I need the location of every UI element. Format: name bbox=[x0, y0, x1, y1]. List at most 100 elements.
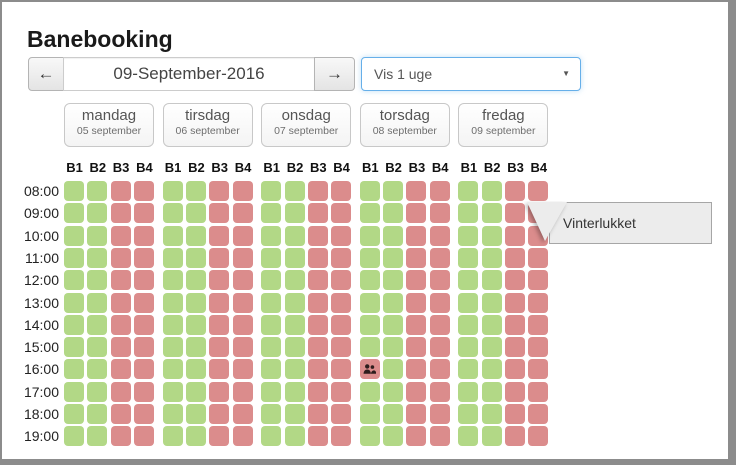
booking-cell[interactable] bbox=[87, 314, 108, 335]
booking-cell[interactable] bbox=[185, 359, 206, 380]
booking-cell[interactable] bbox=[209, 292, 230, 313]
booking-cell[interactable] bbox=[232, 314, 253, 335]
booking-cell[interactable] bbox=[458, 247, 479, 268]
booking-cell[interactable] bbox=[481, 381, 502, 402]
booking-cell[interactable] bbox=[261, 292, 282, 313]
booking-cell[interactable] bbox=[481, 404, 502, 424]
prev-week-button[interactable]: ← bbox=[28, 57, 64, 91]
booking-cell[interactable] bbox=[481, 203, 502, 224]
booking-cell[interactable] bbox=[458, 314, 479, 335]
booking-cell[interactable] bbox=[133, 426, 154, 447]
booking-cell[interactable] bbox=[481, 247, 502, 268]
booking-cell[interactable] bbox=[87, 225, 108, 246]
booking-cell[interactable] bbox=[162, 314, 183, 335]
booking-cell[interactable] bbox=[87, 292, 108, 313]
booking-cell[interactable] bbox=[429, 314, 450, 335]
booking-cell[interactable] bbox=[528, 247, 549, 268]
booking-cell[interactable] bbox=[307, 181, 328, 201]
booking-cell[interactable] bbox=[383, 404, 404, 424]
booking-cell[interactable] bbox=[133, 314, 154, 335]
booking-cell[interactable] bbox=[110, 314, 131, 335]
booking-cell[interactable] bbox=[232, 404, 253, 424]
booking-cell[interactable] bbox=[383, 181, 404, 201]
booking-cell[interactable] bbox=[528, 426, 549, 447]
booking-cell[interactable] bbox=[307, 270, 328, 291]
booking-cell[interactable] bbox=[528, 404, 549, 424]
booking-cell[interactable] bbox=[87, 381, 108, 402]
booking-cell[interactable] bbox=[429, 404, 450, 424]
booking-cell[interactable] bbox=[481, 292, 502, 313]
booking-cell[interactable] bbox=[429, 270, 450, 291]
booking-cell[interactable] bbox=[209, 404, 230, 424]
booking-cell[interactable] bbox=[232, 381, 253, 402]
booking-cell[interactable] bbox=[359, 337, 380, 358]
booking-cell[interactable] bbox=[261, 270, 282, 291]
booking-cell[interactable] bbox=[406, 359, 427, 380]
booking-cell[interactable] bbox=[481, 181, 502, 201]
booking-cell[interactable] bbox=[185, 292, 206, 313]
booking-cell[interactable] bbox=[284, 381, 305, 402]
next-week-button[interactable]: → bbox=[314, 57, 355, 91]
booking-cell[interactable] bbox=[406, 270, 427, 291]
booking-cell[interactable] bbox=[110, 270, 131, 291]
booking-cell[interactable] bbox=[307, 426, 328, 447]
booking-cell[interactable] bbox=[458, 292, 479, 313]
booking-cell[interactable] bbox=[359, 225, 380, 246]
booking-cell[interactable] bbox=[261, 426, 282, 447]
booking-cell[interactable] bbox=[481, 426, 502, 447]
booking-cell[interactable] bbox=[232, 270, 253, 291]
booking-cell[interactable] bbox=[162, 225, 183, 246]
booking-cell[interactable] bbox=[458, 181, 479, 201]
booking-cell[interactable] bbox=[87, 337, 108, 358]
booking-cell[interactable] bbox=[406, 381, 427, 402]
booking-cell[interactable] bbox=[261, 381, 282, 402]
booking-cell[interactable] bbox=[87, 270, 108, 291]
booking-cell[interactable] bbox=[64, 404, 84, 424]
booking-cell[interactable] bbox=[133, 225, 154, 246]
booking-cell[interactable] bbox=[133, 381, 154, 402]
booking-cell[interactable] bbox=[284, 203, 305, 224]
booking-cell[interactable] bbox=[110, 225, 131, 246]
booking-cell[interactable] bbox=[64, 337, 84, 358]
booking-cell[interactable] bbox=[64, 426, 84, 447]
booking-cell[interactable] bbox=[64, 203, 84, 224]
booking-cell[interactable] bbox=[185, 314, 206, 335]
booking-cell[interactable] bbox=[209, 247, 230, 268]
booking-cell[interactable] bbox=[162, 337, 183, 358]
booking-cell[interactable] bbox=[284, 404, 305, 424]
day-header-onsdag[interactable]: onsdag 07 september bbox=[261, 103, 352, 147]
booking-cell[interactable] bbox=[406, 292, 427, 313]
booking-cell[interactable] bbox=[162, 203, 183, 224]
booking-cell[interactable] bbox=[110, 359, 131, 380]
booking-cell[interactable] bbox=[307, 404, 328, 424]
booking-cell[interactable] bbox=[481, 270, 502, 291]
booking-cell[interactable] bbox=[458, 359, 479, 380]
booking-cell[interactable] bbox=[429, 337, 450, 358]
booking-cell[interactable] bbox=[307, 203, 328, 224]
booking-cell[interactable] bbox=[284, 247, 305, 268]
booking-cell[interactable] bbox=[133, 359, 154, 380]
booking-cell[interactable] bbox=[359, 181, 380, 201]
booking-cell[interactable] bbox=[528, 181, 549, 201]
booking-cell[interactable] bbox=[110, 247, 131, 268]
booking-cell[interactable] bbox=[359, 270, 380, 291]
day-header-mandag[interactable]: mandag 05 september bbox=[64, 103, 154, 147]
booking-cell[interactable] bbox=[133, 337, 154, 358]
booking-cell[interactable] bbox=[528, 337, 549, 358]
booking-cell[interactable] bbox=[429, 225, 450, 246]
booking-cell[interactable] bbox=[133, 247, 154, 268]
booking-cell[interactable] bbox=[284, 292, 305, 313]
booking-cell[interactable] bbox=[133, 404, 154, 424]
booking-cell[interactable] bbox=[261, 225, 282, 246]
booking-cell[interactable] bbox=[505, 203, 525, 224]
booking-cell[interactable] bbox=[209, 181, 230, 201]
booking-cell[interactable] bbox=[383, 247, 404, 268]
booking-cell[interactable] bbox=[209, 337, 230, 358]
booking-cell[interactable] bbox=[232, 292, 253, 313]
booking-cell[interactable] bbox=[110, 404, 131, 424]
booking-cell[interactable] bbox=[406, 203, 427, 224]
booking-cell[interactable] bbox=[64, 247, 84, 268]
booking-cell[interactable] bbox=[383, 381, 404, 402]
booking-cell[interactable] bbox=[261, 337, 282, 358]
booking-cell[interactable] bbox=[429, 247, 450, 268]
